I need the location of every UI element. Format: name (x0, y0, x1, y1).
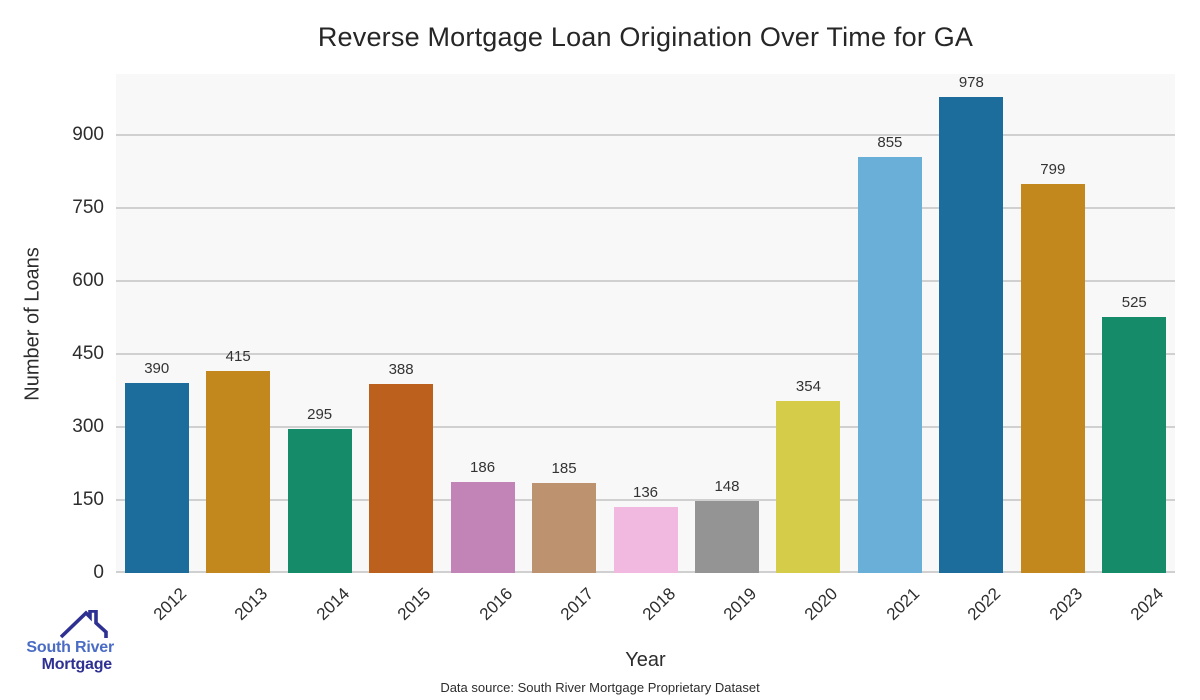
y-tick-label: 150 (72, 489, 104, 510)
x-axis-title: Year (625, 649, 666, 671)
x-tick-label: 2016 (475, 584, 516, 624)
logo: South River Mortgage (20, 610, 114, 674)
y-tick-label: 750 (72, 197, 104, 218)
bar (1020, 184, 1085, 573)
bar (776, 401, 841, 573)
bar (939, 97, 1004, 573)
y-tick-label: 600 (72, 270, 104, 291)
bar-value-label: 136 (632, 484, 659, 501)
data-source-note: Data source: South River Mortgage Propri… (440, 680, 760, 695)
bar (287, 429, 352, 573)
bar (857, 157, 922, 573)
bar-value-label: 978 (958, 74, 984, 91)
gridline (116, 207, 1175, 209)
bar (532, 483, 597, 573)
bar (694, 501, 759, 573)
bar-value-label: 799 (1040, 161, 1066, 178)
bar (206, 371, 271, 573)
x-tick-label: 2014 (312, 584, 353, 624)
gridline (116, 134, 1175, 136)
bar (450, 482, 515, 573)
x-tick-label: 2018 (638, 584, 679, 624)
y-tick-label: 450 (72, 343, 104, 364)
bar-value-label: 354 (795, 378, 821, 395)
x-tick-label: 2024 (1127, 584, 1168, 624)
bar-value-label: 295 (307, 406, 333, 423)
bar-value-label: 390 (144, 360, 170, 377)
bar (1102, 317, 1167, 573)
bar-value-label: 388 (388, 361, 414, 378)
plot-area: 390 415 295 388 186 185 136 148 354 855 978 799 525 (116, 74, 1175, 573)
chart-title: Reverse Mortgage Loan Origination Over T… (317, 22, 974, 52)
x-tick-label: 2019 (719, 584, 761, 624)
x-tick-label: 2022 (964, 584, 1005, 624)
bar (369, 384, 434, 573)
logo-line1: South River (26, 639, 114, 656)
bar-value-label: 185 (551, 460, 577, 477)
logo-line2: Mortgage (41, 655, 113, 673)
bar-value-label: 415 (225, 348, 251, 365)
x-tick-label: 2021 (882, 584, 924, 624)
bar-value-label: 525 (1121, 294, 1147, 311)
gridline (116, 499, 1175, 501)
bar-value-label: 148 (714, 478, 740, 495)
y-tick-label: 0 (93, 562, 104, 583)
gridline (116, 426, 1175, 428)
bar-value-label: 855 (877, 134, 903, 151)
bar (124, 383, 189, 573)
x-tick-label: 2012 (149, 584, 190, 624)
y-tick-label: 300 (72, 416, 104, 437)
x-tick-label: 2023 (1045, 584, 1086, 624)
x-tick-label: 2013 (230, 584, 272, 624)
bar (613, 507, 678, 573)
x-tick-label: 2020 (801, 584, 842, 624)
bar-value-label: 186 (470, 459, 496, 476)
gridline (116, 280, 1175, 282)
x-tick-label: 2017 (556, 584, 598, 624)
x-tick-label: 2015 (393, 584, 435, 624)
y-tick-label: 900 (72, 124, 104, 145)
house-icon (60, 610, 108, 639)
gridline (116, 353, 1175, 355)
